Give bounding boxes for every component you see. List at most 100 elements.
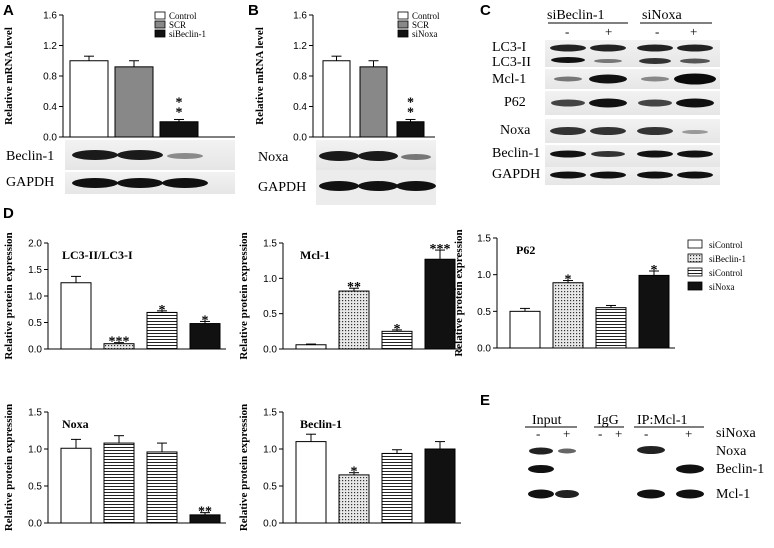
blot-band bbox=[167, 153, 203, 159]
y-tick-label: 0.8 bbox=[293, 72, 307, 83]
y-tick-label: 1.5 bbox=[263, 239, 277, 250]
blot-label-beclin1: Beclin-1 bbox=[6, 149, 54, 164]
blot-band bbox=[550, 127, 586, 135]
blot-label-gapdh: GAPDH bbox=[6, 175, 54, 190]
panel-letter-c: C bbox=[480, 2, 491, 19]
blot-band bbox=[682, 130, 708, 134]
legend-label: Control bbox=[412, 11, 440, 21]
legend-a: Control SCR siBeclin-1 bbox=[154, 11, 206, 39]
legend-label: siNoxa bbox=[412, 29, 438, 39]
blot-band bbox=[676, 489, 704, 499]
blot-band bbox=[319, 181, 359, 191]
blot-band bbox=[550, 44, 586, 52]
bar bbox=[595, 307, 627, 349]
y-tick-label: 1.5 bbox=[477, 234, 491, 245]
y-axis-label: Relative protein expression bbox=[453, 229, 465, 356]
blot-c: siBeclin-1 siNoxa - + - + LC3-I LC3-II M… bbox=[492, 8, 720, 185]
panel-letter-a: A bbox=[3, 2, 14, 19]
blot-label-beclin1: Beclin-1 bbox=[716, 462, 764, 477]
y-tick-label: 0.8 bbox=[43, 72, 57, 83]
significance-mark: * bbox=[565, 273, 572, 288]
chart-d4: 0.0 0.5 1.0 1.5 Relative protein expression N… bbox=[3, 404, 226, 531]
blot-label-beclin1: Beclin-1 bbox=[492, 146, 540, 161]
group-label-sinoxa: siNoxa bbox=[642, 8, 682, 23]
blot-band bbox=[358, 151, 398, 161]
blot-b: Noxa GAPDH bbox=[258, 140, 436, 205]
legend-swatch bbox=[154, 20, 166, 29]
bar bbox=[359, 66, 388, 138]
y-axis-label: Relative protein expression bbox=[3, 404, 15, 531]
blot-label-noxa: Noxa bbox=[716, 444, 747, 459]
significance-mark: *** bbox=[430, 242, 451, 257]
y-tick-label: 1.5 bbox=[28, 265, 42, 276]
significance-mark: * bbox=[407, 105, 414, 120]
y-tick-label: 0.0 bbox=[293, 133, 307, 144]
significance-mark: * bbox=[394, 322, 401, 337]
lane-sign: - bbox=[644, 426, 648, 441]
legend-label: Control bbox=[169, 11, 197, 21]
bar bbox=[69, 60, 109, 138]
blot-label-mcl1: Mcl-1 bbox=[492, 72, 526, 87]
y-axis-label: Relative protein expression bbox=[238, 404, 250, 531]
blot-band bbox=[162, 178, 208, 188]
blot-label-lc3i: LC3-I bbox=[492, 40, 527, 55]
y-tick-label: 0.5 bbox=[28, 482, 42, 493]
bar bbox=[552, 282, 584, 349]
blot-label-noxa: Noxa bbox=[258, 150, 289, 165]
blot-band bbox=[680, 58, 710, 64]
blot-band bbox=[117, 178, 163, 188]
bar bbox=[509, 310, 541, 349]
blot-band bbox=[72, 178, 118, 188]
y-tick-label: 1.0 bbox=[28, 445, 42, 456]
blot-band bbox=[641, 76, 669, 82]
y-tick-label: 2.0 bbox=[28, 239, 42, 250]
blot-band bbox=[677, 171, 713, 179]
y-tick-label: 1.6 bbox=[43, 11, 57, 22]
blot-band bbox=[550, 150, 586, 158]
bar bbox=[322, 60, 351, 138]
blot-band bbox=[674, 73, 716, 85]
blot-e: Input IgG IP:Mcl-1 - + - + - + siNoxa No… bbox=[525, 413, 764, 502]
chart-d2: 0.0 0.5 1.0 1.5 Relative protein expression M… bbox=[238, 232, 461, 360]
blot-label-mcl1: Mcl-1 bbox=[716, 487, 750, 502]
chart-title: Noxa bbox=[62, 417, 89, 431]
blot-band bbox=[72, 150, 118, 160]
bar bbox=[114, 66, 154, 138]
lane-sign: - bbox=[536, 426, 540, 441]
y-tick-label: 0.5 bbox=[263, 482, 277, 493]
significance-mark: *** bbox=[109, 335, 130, 350]
lane-sign: - bbox=[565, 24, 569, 39]
blot-band bbox=[529, 447, 553, 455]
blot-band bbox=[401, 154, 431, 160]
y-tick-label: 0.4 bbox=[293, 102, 307, 113]
y-tick-label: 0.0 bbox=[28, 519, 42, 530]
blot-band bbox=[638, 99, 672, 107]
bar bbox=[295, 344, 327, 350]
significance-mark: * bbox=[202, 313, 209, 328]
bar bbox=[103, 442, 135, 524]
panel-letter-d: D bbox=[3, 205, 14, 222]
lane-sign: + bbox=[690, 24, 697, 39]
panel-letter-e: E bbox=[480, 392, 490, 409]
blot-label-p62: P62 bbox=[504, 95, 526, 110]
legend-swatch bbox=[154, 29, 166, 38]
blot-band bbox=[528, 465, 554, 473]
y-tick-label: 1.2 bbox=[293, 41, 307, 52]
blot-band bbox=[677, 150, 713, 158]
blot-band bbox=[637, 489, 665, 499]
legend-swatch bbox=[397, 11, 409, 20]
lane-sign: + bbox=[605, 24, 612, 39]
y-tick-label: 0.0 bbox=[263, 345, 277, 356]
y-tick-label: 0.5 bbox=[263, 309, 277, 320]
blot-label-gapdh: GAPDH bbox=[258, 180, 306, 195]
blot-band bbox=[677, 44, 713, 52]
blot-band bbox=[589, 74, 627, 84]
y-axis-label: Relative protein expression bbox=[3, 232, 15, 359]
blot-band bbox=[551, 57, 585, 63]
y-tick-label: 0.0 bbox=[43, 133, 57, 144]
bar bbox=[295, 441, 327, 524]
legend-swatch bbox=[687, 281, 703, 291]
y-tick-label: 1.5 bbox=[28, 408, 42, 419]
significance-mark: * bbox=[351, 465, 358, 480]
significance-mark: * bbox=[176, 105, 183, 120]
